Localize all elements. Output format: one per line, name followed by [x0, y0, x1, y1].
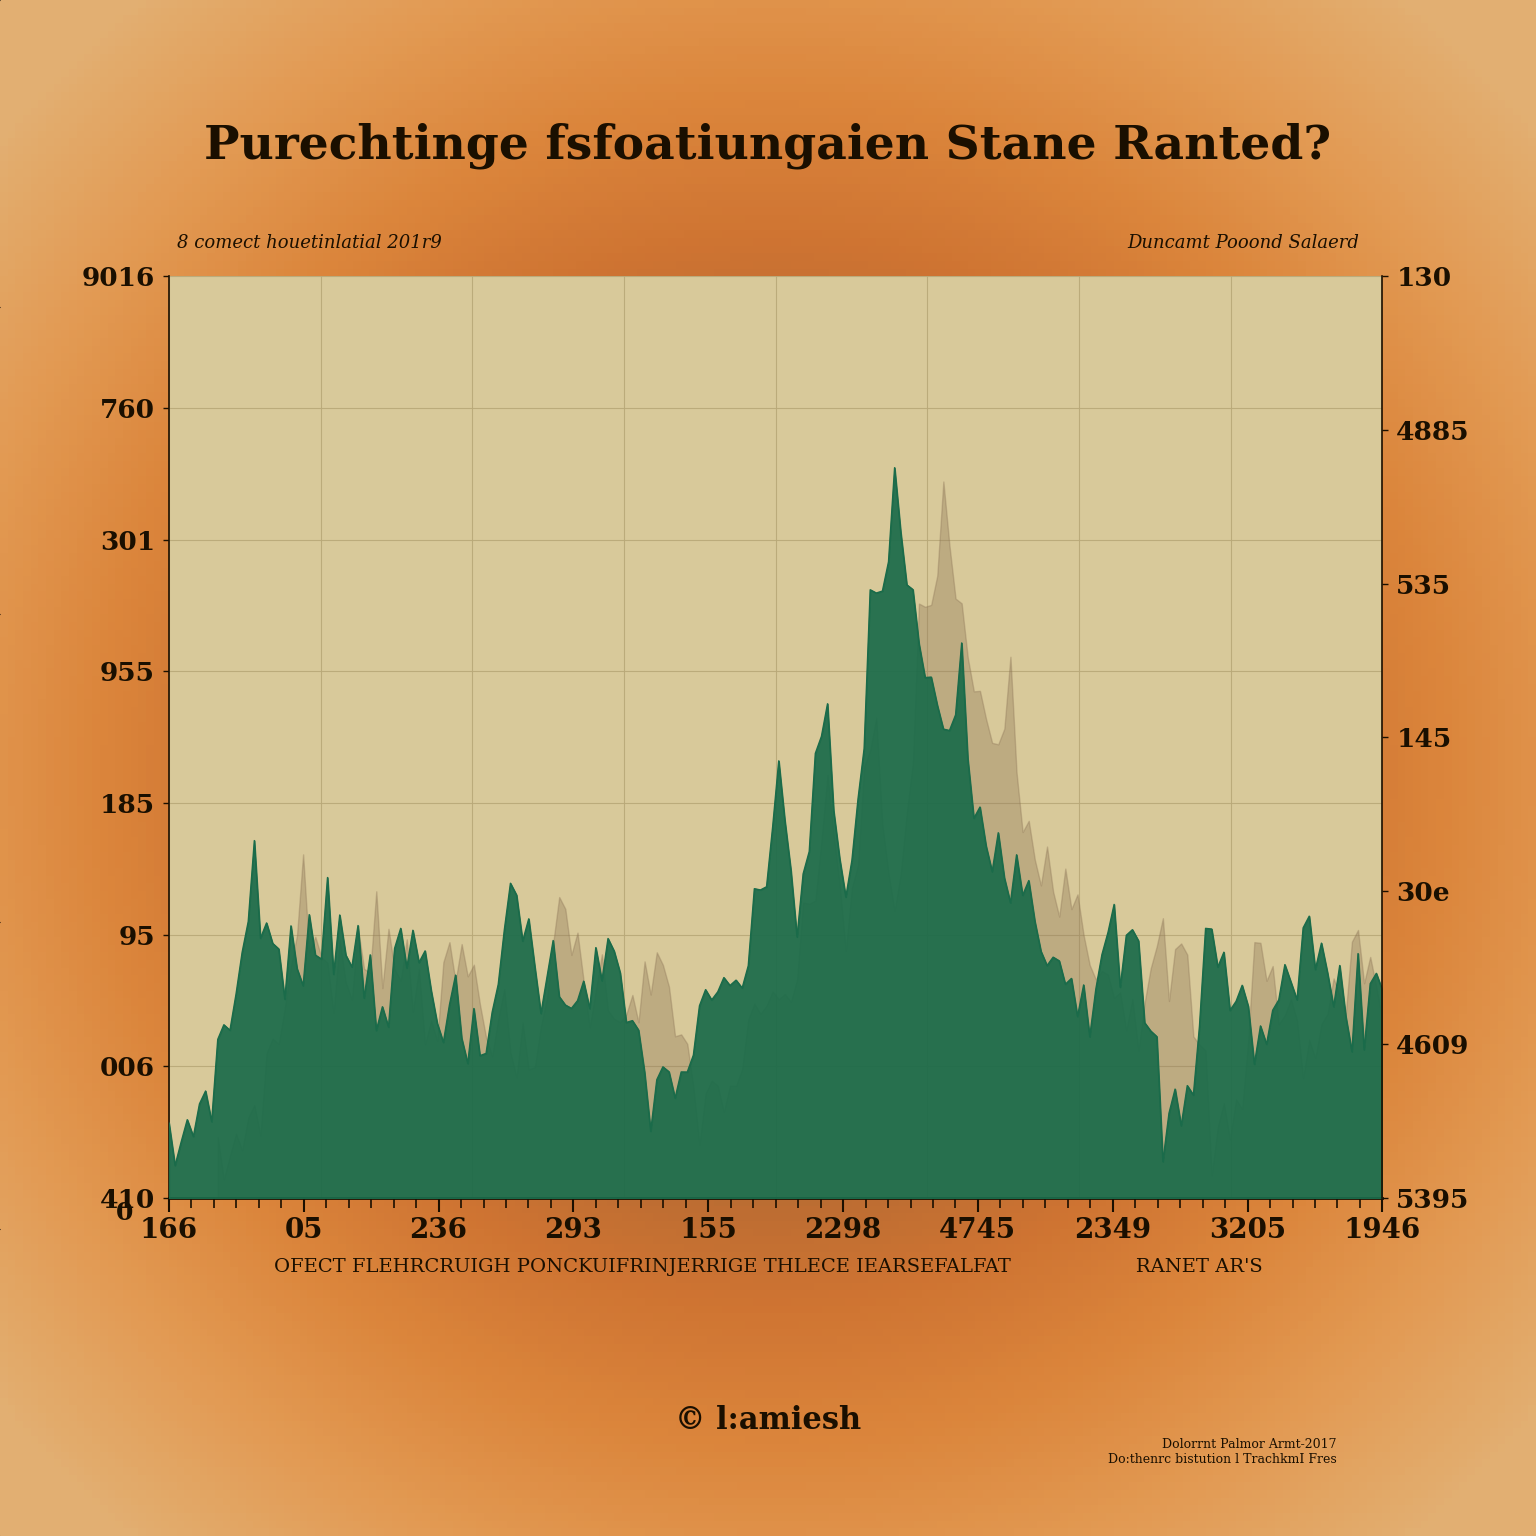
Text: 0: 0 — [117, 1201, 134, 1226]
Text: 8 comect houetinlatial 201r9: 8 comect houetinlatial 201r9 — [177, 233, 441, 252]
Text: Duncamt Pooond Salaerd: Duncamt Pooond Salaerd — [1127, 233, 1359, 252]
Text: Dolorrnt Palmor Armt-2017
Do:thenrc bistution l TrachkmI Fres: Dolorrnt Palmor Armt-2017 Do:thenrc bist… — [1107, 1438, 1336, 1465]
Text: Purechtinge fsfoatiungaien Stane Ranted?: Purechtinge fsfoatiungaien Stane Ranted? — [204, 123, 1332, 169]
Text: © l:amiesh: © l:amiesh — [674, 1405, 862, 1436]
Text: OFECT FLEHRCRUIGH PONCKUIFRINJERRIGE THLECE IEARSEFALFAT                    RANE: OFECT FLEHRCRUIGH PONCKUIFRINJERRIGE THL… — [273, 1258, 1263, 1276]
